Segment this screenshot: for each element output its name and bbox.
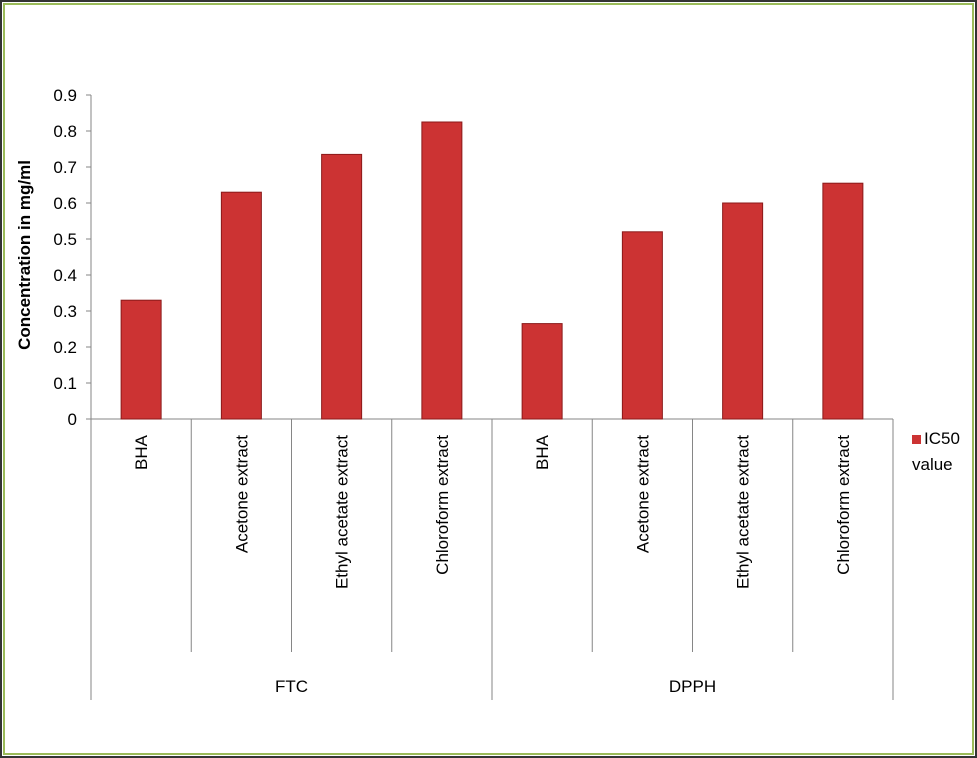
y-tick-label: 0.8 [53,122,77,141]
inner-frame [3,3,974,755]
x-tick-label: BHA [132,434,151,470]
x-tick-label: Ethyl acetate extract [734,435,753,589]
x-tick-label: BHA [533,434,552,470]
bar [822,182,864,420]
y-tick-label: 0.3 [53,302,77,321]
x-tick-label: Acetone extract [633,435,652,553]
bar [120,299,162,420]
y-tick-label: 0.5 [53,230,77,249]
y-tick-label: 0.2 [53,338,77,357]
y-tick-label: 0.4 [53,266,77,285]
x-tick-label: Chloroform extract [834,435,853,575]
x-tick-label: Ethyl acetate extract [333,435,352,589]
legend: IC50 value [912,426,972,478]
group-label: DPPH [669,677,716,696]
y-axis-label: Concentration in mg/ml [15,160,34,350]
bar [621,231,663,420]
bar [421,121,463,420]
y-tick-label: 0.6 [53,194,77,213]
y-tick-label: 0.9 [53,86,77,105]
x-tick-label: Acetone extract [232,435,251,553]
group-label: FTC [275,677,308,696]
y-tick-label: 0 [68,410,77,429]
x-tick-label: Chloroform extract [433,435,452,575]
y-tick-label: 0.1 [53,374,77,393]
bar [722,202,764,420]
y-tick-label: 0.7 [53,158,77,177]
legend-swatch [912,435,921,444]
bar [321,153,363,420]
legend-label: IC50 value [912,429,960,474]
bar [521,323,563,420]
bar [220,191,262,420]
